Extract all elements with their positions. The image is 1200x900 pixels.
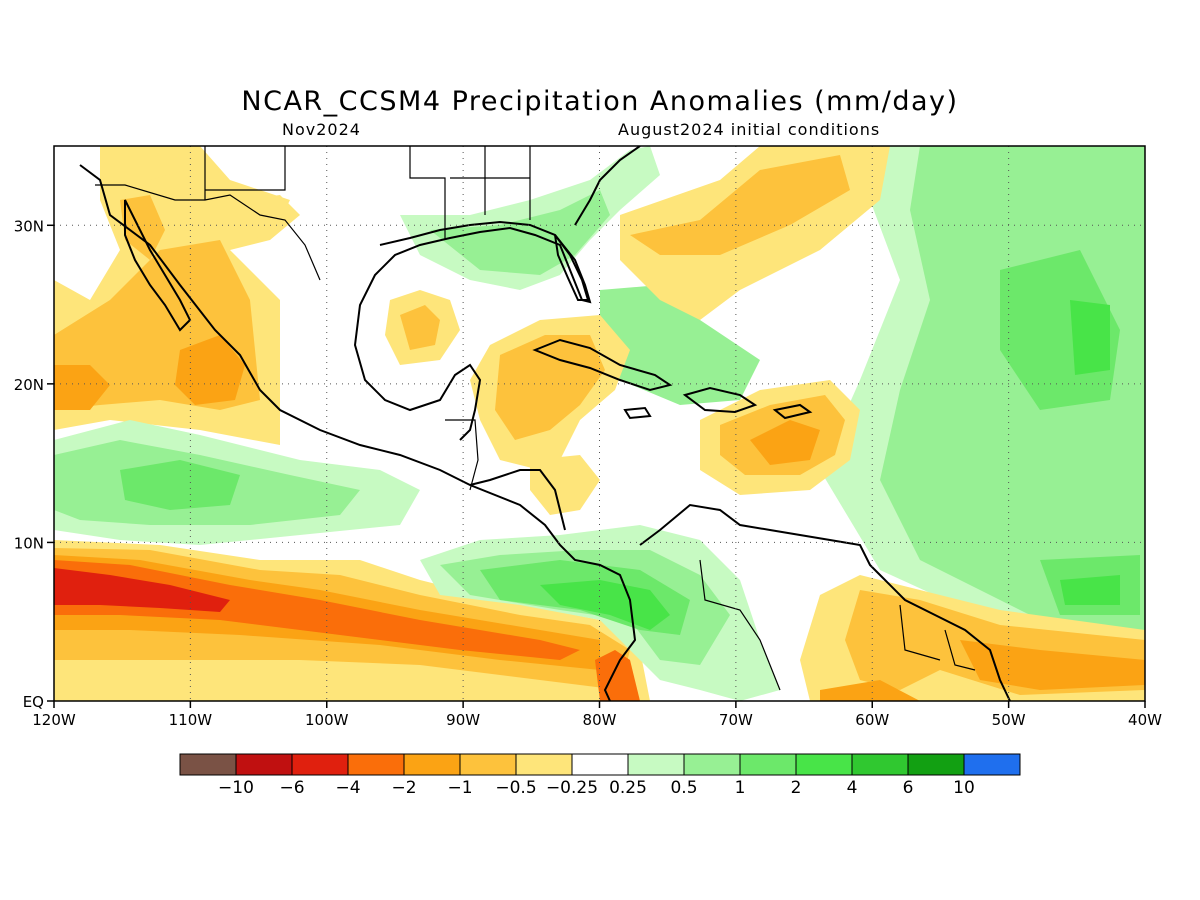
lon-tick-label: 70W <box>719 711 753 729</box>
puerto-rico <box>772 403 813 420</box>
w-atlantic-dry-weak <box>630 155 850 255</box>
colorbar-swatch <box>907 753 965 776</box>
cuba <box>532 338 673 392</box>
guyana-borders <box>899 604 976 671</box>
lon-tick-label: 40W <box>1128 711 1162 729</box>
florida <box>554 234 590 301</box>
colorbar-label: −10 <box>218 778 254 798</box>
colorbar-label: 0.5 <box>670 778 697 798</box>
brazil-coast-dry <box>820 680 920 701</box>
nw-caribbean-dry-weak <box>495 335 605 440</box>
colorbar-swatch <box>515 753 573 776</box>
lon-tick-label: 120W <box>32 711 76 729</box>
mexico-pacific-coast <box>79 164 637 701</box>
axis-ticks: 120W 110W 100W 90W 80W 70W 60W 50W 40W EQ 10N 20N 30… <box>14 217 1162 729</box>
us-state-lines <box>204 146 531 240</box>
colorbar-label: 4 <box>847 778 858 798</box>
grid-lines <box>54 146 1145 701</box>
plains-dry <box>130 146 190 180</box>
colorbar-swatch <box>291 753 349 776</box>
us-mexico-border <box>95 184 321 281</box>
colombia-venezuela-border <box>699 559 781 691</box>
colorbar-swatch <box>739 753 797 776</box>
colorbar-label: −2 <box>391 778 416 798</box>
gulf-dry-weak <box>400 305 440 350</box>
colorbar-label: 6 <box>903 778 914 798</box>
bahamas-wet <box>600 285 760 405</box>
jamaica <box>623 406 652 420</box>
nicaragua-dry <box>530 455 600 515</box>
gulf-coast <box>353 220 592 441</box>
colorbar-label: 0.25 <box>609 778 647 798</box>
colorbar-label: 1 <box>735 778 746 798</box>
atlantic-wet-south-core <box>1060 575 1120 605</box>
panama-wet-mod <box>540 580 670 630</box>
colorbar-swatch <box>627 753 685 776</box>
sierra-dry-light <box>175 335 245 405</box>
colorbar-swatch <box>683 753 741 776</box>
colorbar-label: −1 <box>447 778 472 798</box>
colorbar-label: −0.25 <box>546 778 598 798</box>
colorbar-label: −0.5 <box>495 778 536 798</box>
colorbar-label: −6 <box>279 778 304 798</box>
lat-tick-label: 30N <box>14 217 44 235</box>
south-america-north-coast <box>639 503 1011 701</box>
central-caribbean-dry-core <box>750 420 820 465</box>
lat-tick-label: EQ <box>23 693 44 711</box>
political-borders <box>95 146 976 691</box>
itcz-dry-mod <box>54 560 580 660</box>
guatemala-border <box>445 419 479 491</box>
central-america-caribbean-coast <box>469 469 566 531</box>
lat-tick-label: 10N <box>14 534 44 552</box>
hispaniola <box>682 386 758 414</box>
lat-tick-label: 20N <box>14 376 44 394</box>
itcz-dry-strong <box>54 568 230 612</box>
colorbar-swatch <box>963 753 1021 776</box>
lon-tick-label: 60W <box>855 711 889 729</box>
colorbar-swatch <box>795 753 853 776</box>
colorbar-swatch <box>571 753 629 776</box>
colorbar-swatch <box>235 753 293 776</box>
colorbar-swatch <box>179 753 237 776</box>
lon-tick-label: 90W <box>446 711 480 729</box>
lon-tick-label: 80W <box>583 711 617 729</box>
atlantic-wet-core <box>1070 300 1110 375</box>
e-pacific-wet-light <box>120 460 240 510</box>
lon-tick-label: 100W <box>305 711 349 729</box>
colorbar: −10 −6 −4 −2 −1 −0.5 −0.25 0.25 0.5 1 2 4 6 10 <box>179 753 1021 798</box>
lon-tick-label: 110W <box>169 711 213 729</box>
forecast-month: Nov2024 <box>282 120 361 139</box>
colorbar-swatch <box>851 753 909 776</box>
coastlines <box>79 146 1011 701</box>
atlantic-us-coast <box>574 146 641 226</box>
colorbar-swatch <box>459 753 517 776</box>
mexico-dry-light <box>54 365 110 410</box>
guianas-dry-light <box>960 640 1145 690</box>
colorbar-label: 10 <box>953 778 975 798</box>
gulf-coast-wet-weak <box>430 190 610 275</box>
lon-tick-label: 50W <box>992 711 1026 729</box>
map-title: NCAR_CCSM4 Precipitation Anomalies (mm/d… <box>241 86 959 117</box>
colorbar-label: −4 <box>335 778 360 798</box>
baja-peninsula <box>124 199 192 332</box>
colorbar-swatch <box>347 753 405 776</box>
colorbar-swatch <box>403 753 461 776</box>
colorbar-label: 2 <box>791 778 802 798</box>
initial-conditions: August2024 initial conditions <box>618 120 881 139</box>
